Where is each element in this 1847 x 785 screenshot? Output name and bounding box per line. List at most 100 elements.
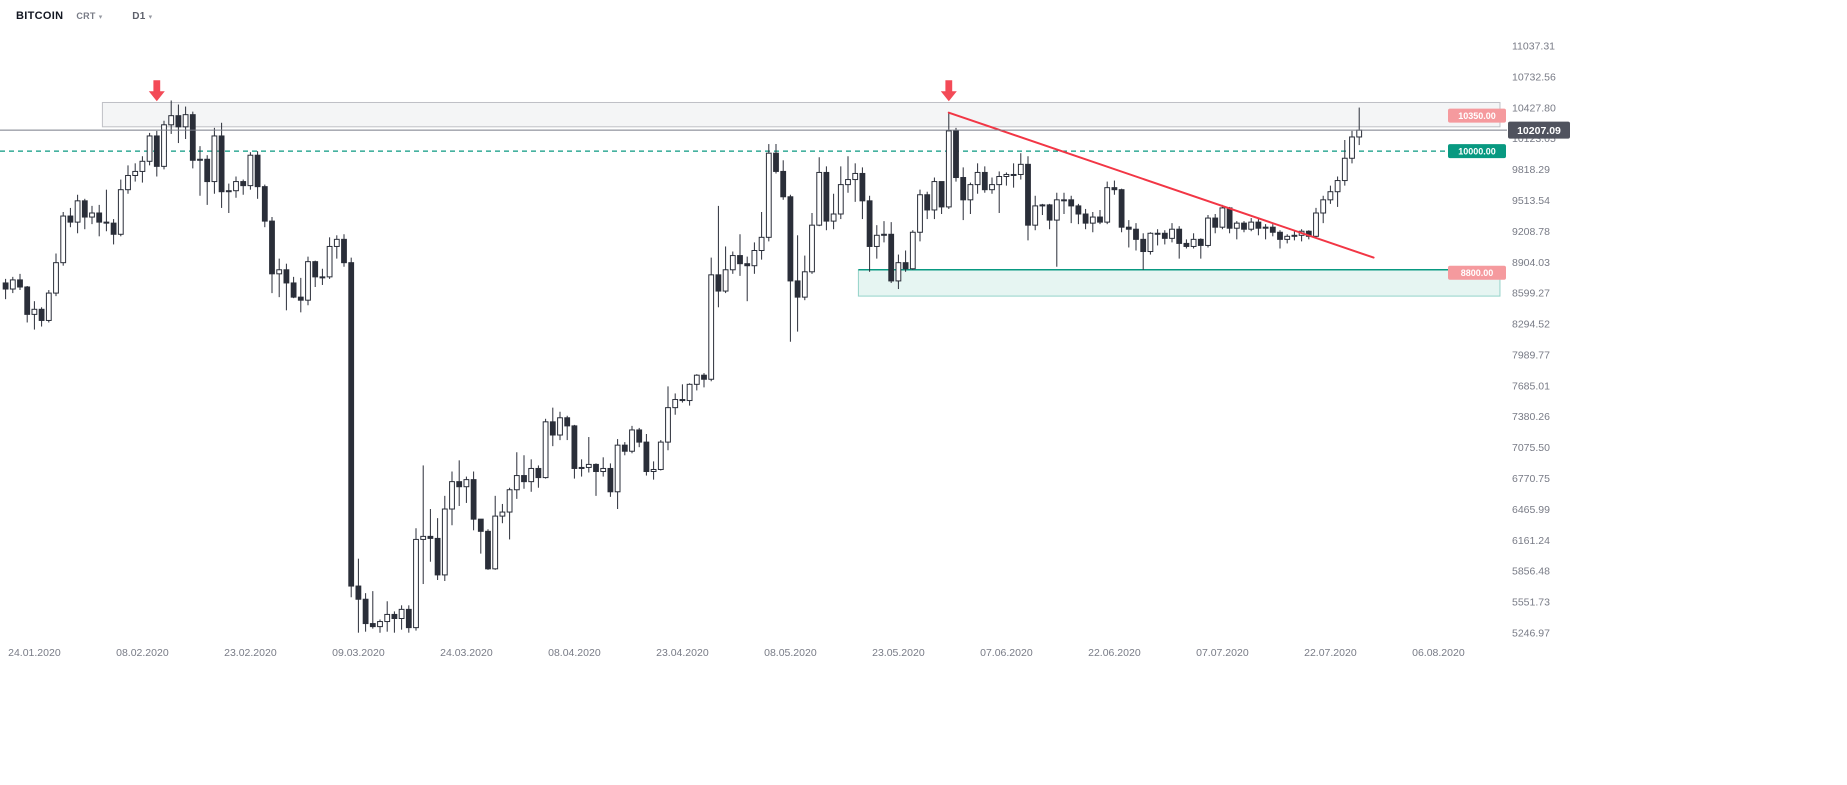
- candle: [74, 194, 81, 234]
- candle: [96, 204, 103, 237]
- candle: [333, 235, 340, 259]
- candle: [103, 189, 110, 232]
- price-axis-label: 5856.48: [1512, 566, 1550, 578]
- candle: [276, 258, 283, 298]
- candle: [1334, 176, 1341, 207]
- candle: [477, 518, 484, 554]
- candle: [1161, 230, 1168, 245]
- candle: [521, 455, 527, 489]
- candle: [1097, 209, 1103, 225]
- candle: [564, 415, 571, 441]
- candle: [895, 254, 902, 290]
- resistance-zone[interactable]: [101, 101, 1501, 128]
- svg-text:10207.09: 10207.09: [1517, 125, 1561, 137]
- candle: [290, 276, 297, 299]
- candle: [269, 217, 275, 294]
- date-axis-label: 22.06.2020: [1088, 647, 1141, 659]
- candle: [161, 120, 167, 170]
- candle: [737, 234, 743, 276]
- candle: [434, 518, 441, 580]
- svg-text:10350.00: 10350.00: [1458, 111, 1496, 121]
- candle: [17, 273, 23, 291]
- candle: [1046, 203, 1053, 230]
- candle: [693, 374, 700, 391]
- candle: [189, 111, 196, 169]
- candle: [470, 471, 477, 531]
- date-axis-label: 24.03.2020: [440, 647, 493, 659]
- candle: [636, 427, 643, 448]
- candle: [1262, 224, 1269, 240]
- price-axis[interactable]: 11037.3110732.5610427.8010123.059818.299…: [1512, 41, 1556, 640]
- candle: [953, 127, 959, 182]
- candle: [1197, 238, 1204, 259]
- candle: [614, 439, 621, 510]
- candle: [585, 437, 592, 473]
- candle: [629, 425, 635, 454]
- candle: [1032, 195, 1039, 231]
- timeframe-dropdown[interactable]: D1 ▾: [132, 11, 152, 22]
- candle: [1075, 203, 1082, 225]
- candle: [924, 191, 931, 220]
- price-axis-label: 6465.99: [1512, 504, 1550, 516]
- candle: [319, 268, 326, 285]
- candle: [2, 278, 9, 300]
- candle: [621, 442, 628, 456]
- candle: [1010, 163, 1017, 188]
- candle: [1269, 224, 1276, 237]
- candle: [1133, 223, 1139, 251]
- symbol-title: BITCOIN: [16, 10, 64, 22]
- candle: [1183, 239, 1190, 249]
- candle: [830, 193, 837, 230]
- support-price-badge: 8800.00: [1448, 265, 1506, 280]
- price-axis-label: 9818.29: [1512, 164, 1550, 176]
- candle: [794, 235, 801, 332]
- candle: [348, 257, 355, 598]
- candle: [139, 156, 146, 183]
- down-arrow-icon[interactable]: [148, 80, 165, 102]
- candle: [305, 256, 311, 306]
- candle: [1349, 130, 1355, 164]
- candle: [672, 393, 679, 415]
- level-price-badge: 10000.00: [1448, 144, 1506, 159]
- candle: [1089, 211, 1096, 233]
- candle: [456, 460, 463, 506]
- candle: [960, 167, 967, 221]
- candle: [326, 237, 333, 279]
- time-axis[interactable]: 24.01.2020 08.02.2020 23.02.2020 09.03.2020…: [8, 647, 1465, 659]
- candle: [211, 127, 218, 194]
- candle: [398, 605, 405, 630]
- candle: [780, 160, 787, 200]
- candle: [571, 424, 578, 479]
- candle: [823, 166, 830, 231]
- price-axis-label: 6770.75: [1512, 473, 1550, 485]
- date-axis-label: 23.05.2020: [872, 647, 925, 659]
- candle: [1219, 204, 1226, 230]
- chart-type-dropdown[interactable]: CRT ▾: [76, 11, 102, 21]
- trendline[interactable]: [947, 111, 1375, 259]
- candle: [81, 198, 88, 230]
- support-zone[interactable]: [857, 269, 1501, 297]
- candle: [297, 277, 304, 313]
- candle: [146, 132, 153, 166]
- candle: [240, 179, 247, 195]
- candle: [1111, 180, 1118, 195]
- candle: [1277, 230, 1283, 249]
- chart-type-label: CRT: [76, 11, 96, 21]
- candle: [902, 250, 909, 272]
- date-axis-label: 07.06.2020: [980, 647, 1033, 659]
- candle: [499, 503, 506, 524]
- candle: [197, 146, 203, 196]
- candle: [1248, 218, 1255, 232]
- candle: [1341, 140, 1348, 186]
- price-axis-label: 7380.26: [1512, 411, 1550, 423]
- candle: [1205, 215, 1211, 248]
- candle: [204, 155, 211, 205]
- price-axis-label: 9208.78: [1512, 226, 1550, 238]
- candle: [1313, 207, 1319, 238]
- candle: [31, 301, 38, 330]
- down-arrow-icon[interactable]: [940, 80, 957, 102]
- candle: [1082, 208, 1089, 230]
- candle: [816, 157, 823, 227]
- candle: [283, 263, 290, 311]
